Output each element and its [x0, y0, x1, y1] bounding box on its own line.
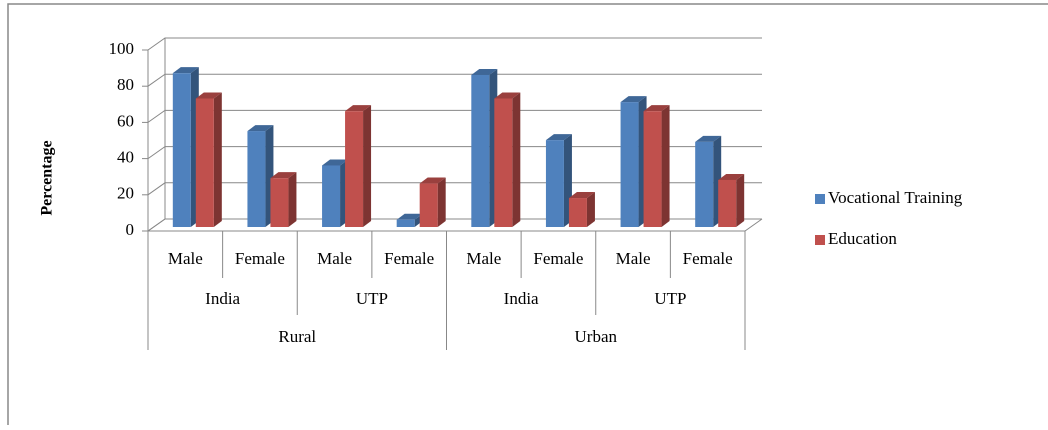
- bar-top: [172, 67, 199, 74]
- bar-side: [288, 172, 297, 227]
- bar: [270, 178, 289, 227]
- x-group-label: India: [205, 289, 240, 308]
- bar-top: [545, 134, 572, 141]
- bar-top: [270, 172, 297, 179]
- bar-side: [661, 105, 670, 227]
- bar: [195, 98, 214, 228]
- x-tick-label: Female: [683, 249, 733, 268]
- bar-top: [643, 105, 670, 112]
- grid-line: [147, 182, 762, 196]
- bar: [620, 102, 639, 227]
- legend-swatch: [815, 235, 825, 245]
- bar-side: [363, 105, 372, 227]
- bar: [396, 219, 415, 227]
- y-tick-label: 60: [117, 111, 134, 130]
- bar-top: [620, 96, 647, 103]
- bar-top: [396, 213, 423, 220]
- bar: [545, 140, 564, 227]
- bar-side: [736, 173, 745, 227]
- x-group-label: UTP: [654, 289, 686, 308]
- floor: [148, 218, 763, 232]
- y-tick-label: 0: [126, 220, 135, 239]
- bar-top: [494, 92, 521, 99]
- grid-line: [147, 218, 762, 232]
- bar: [345, 111, 364, 227]
- bar-side: [512, 92, 521, 228]
- y-tick-label: 20: [117, 184, 134, 203]
- legend-swatch: [815, 194, 825, 204]
- bar: [718, 179, 737, 227]
- bar: [172, 73, 191, 228]
- bar-top: [247, 125, 274, 132]
- grid-line: [147, 109, 762, 123]
- legend-label: Education: [828, 229, 897, 248]
- legend-label: Vocational Training: [828, 188, 963, 207]
- x-group-label: Urban: [575, 327, 618, 346]
- bar-side: [213, 92, 222, 228]
- bar: [247, 131, 266, 227]
- bar: [471, 74, 490, 228]
- bar-top: [718, 173, 745, 180]
- bar-top: [568, 192, 595, 199]
- x-group-label: India: [504, 289, 539, 308]
- y-tick-label: 100: [109, 39, 135, 58]
- frame: [7, 3, 1048, 425]
- bar-top: [695, 135, 722, 142]
- grid-line: [147, 146, 762, 160]
- back-wall: [147, 38, 762, 232]
- bar-top: [471, 68, 498, 75]
- bar-top: [195, 92, 222, 99]
- bar: [494, 98, 513, 228]
- x-tick-label: Female: [384, 249, 434, 268]
- bar: [322, 165, 341, 227]
- bar-top: [345, 105, 372, 112]
- grid-line: [147, 37, 762, 51]
- x-tick-label: Male: [466, 249, 501, 268]
- x-group-label: Rural: [278, 327, 316, 346]
- bar-side: [437, 177, 446, 227]
- bar: [695, 141, 714, 227]
- y-tick-label: 80: [117, 75, 134, 94]
- grid-line: [147, 73, 762, 87]
- bar: [643, 111, 662, 227]
- x-tick-label: Male: [317, 249, 352, 268]
- bar: [568, 198, 587, 227]
- y-axis-label: Percentage: [39, 140, 56, 215]
- x-tick-label: Male: [168, 249, 203, 268]
- bar-top: [322, 159, 349, 166]
- bar: [419, 183, 438, 227]
- bar-side: [586, 192, 595, 227]
- x-group-label: UTP: [356, 289, 388, 308]
- x-tick-label: Female: [533, 249, 583, 268]
- y-tick-label: 40: [117, 148, 134, 167]
- x-tick-label: Female: [235, 249, 285, 268]
- x-tick-label: Male: [616, 249, 651, 268]
- bar-top: [419, 177, 446, 184]
